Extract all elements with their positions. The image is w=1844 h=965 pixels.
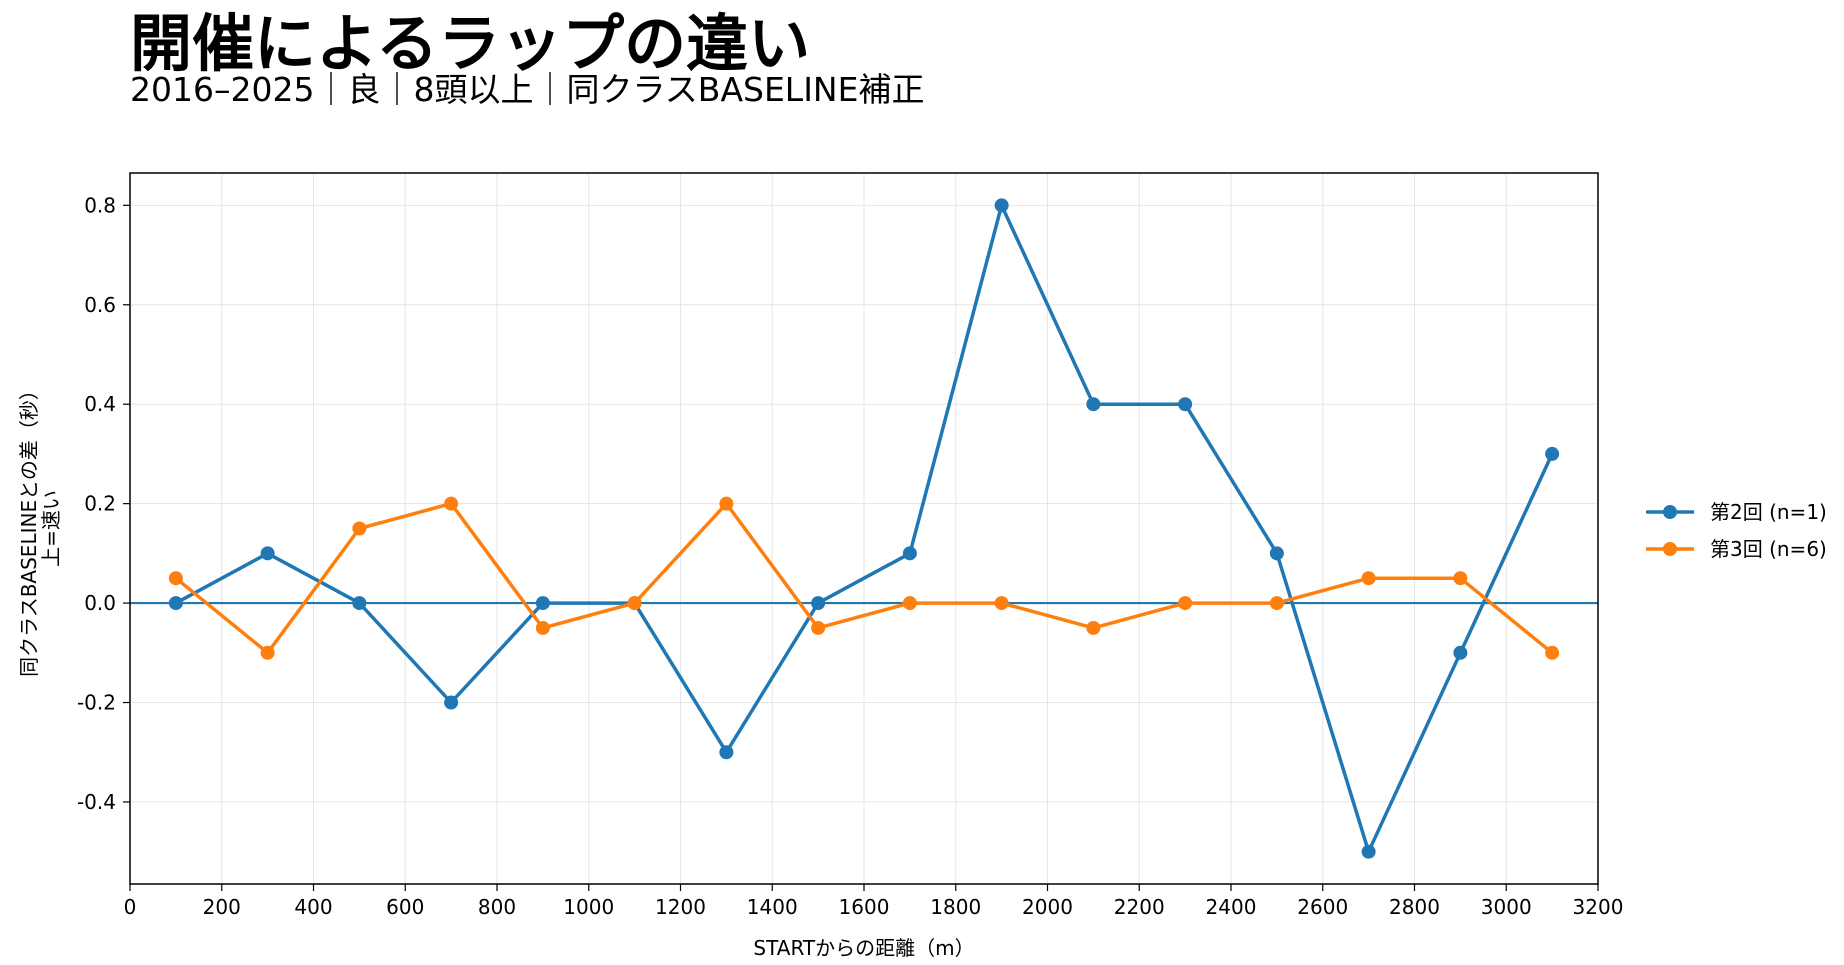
data-point [1269, 546, 1284, 561]
data-point [352, 521, 367, 536]
x-tick-label: 600 [386, 895, 424, 919]
y-tick-label: 0.6 [84, 293, 116, 317]
y-axis-ticks: 0.8 0.6 0.4 0.2 0.0 -0.2 -0.4 [77, 193, 130, 814]
data-point [719, 496, 734, 511]
data-point [260, 546, 275, 561]
data-point [535, 596, 550, 611]
data-point [168, 596, 183, 611]
data-point [627, 596, 642, 611]
data-point [260, 645, 275, 660]
x-tick-label: 400 [294, 895, 332, 919]
data-point [1361, 844, 1376, 859]
legend-item-2: 第3回 (n=6) [1646, 537, 1827, 561]
y-tick-label: 0.8 [84, 193, 116, 217]
series-layer [168, 198, 1560, 859]
chart-subtitle: 2016–2025｜良｜8頭以上｜同クラスBASELINE補正 [130, 70, 925, 109]
series-2 [168, 496, 1560, 660]
series-line [175, 203, 1554, 854]
legend-marker [1663, 505, 1677, 519]
data-point [1453, 571, 1468, 586]
y-tick-label: 0.2 [84, 492, 116, 516]
x-tick-label: 800 [478, 895, 516, 919]
data-point [811, 620, 826, 635]
y-axis-label-secondary: 上=速い [39, 490, 63, 567]
x-tick-label: 2400 [1206, 895, 1257, 919]
data-point [902, 596, 917, 611]
data-point [1545, 645, 1560, 660]
data-point [1545, 446, 1560, 461]
x-tick-label: 1800 [930, 895, 981, 919]
y-axis-label: 同クラスBASELINEとの差（秒） [17, 380, 41, 677]
y-tick-label: 0.4 [84, 392, 116, 416]
data-point [811, 596, 826, 611]
data-point [1178, 397, 1193, 412]
data-point [352, 596, 367, 611]
legend: 第2回 (n=1) 第3回 (n=6) [1646, 500, 1827, 561]
x-tick-label: 1600 [839, 895, 890, 919]
data-point [444, 496, 459, 511]
data-point [902, 546, 917, 561]
x-tick-label: 1000 [563, 895, 614, 919]
y-tick-label: -0.2 [77, 691, 116, 715]
data-point [1178, 596, 1193, 611]
data-point [719, 745, 734, 760]
x-axis-label: STARTからの距離（m） [753, 936, 974, 960]
data-point [994, 198, 1009, 213]
x-tick-label: 2000 [1022, 895, 1073, 919]
x-tick-label: 2800 [1389, 895, 1440, 919]
data-point [1453, 645, 1468, 660]
x-tick-label: 2200 [1114, 895, 1165, 919]
legend-label: 第2回 (n=1) [1710, 500, 1827, 524]
data-point [1086, 620, 1101, 635]
x-axis-ticks: 0 200 400 600 800 1000 1200 1400 1600 1800 2000 220… [124, 884, 1624, 919]
x-tick-label: 1400 [747, 895, 798, 919]
chart-title: 開催によるラップの違い [130, 7, 811, 80]
data-point [1269, 596, 1284, 611]
x-tick-label: 1200 [655, 895, 706, 919]
x-tick-label: 2600 [1297, 895, 1348, 919]
x-tick-label: 3200 [1573, 895, 1624, 919]
x-tick-label: 0 [124, 895, 137, 919]
grid-lines [129, 173, 1599, 884]
data-point [1361, 571, 1376, 586]
data-point [535, 620, 550, 635]
data-point [444, 695, 459, 710]
legend-label: 第3回 (n=6) [1710, 537, 1827, 561]
data-point [994, 596, 1009, 611]
data-point [1086, 397, 1101, 412]
y-tick-label: -0.4 [77, 790, 116, 814]
legend-item-1: 第2回 (n=1) [1646, 500, 1827, 524]
legend-marker [1663, 542, 1677, 556]
y-tick-label: 0.0 [84, 591, 116, 615]
data-point [168, 571, 183, 586]
x-tick-label: 200 [203, 895, 241, 919]
x-tick-label: 3000 [1481, 895, 1532, 919]
series-line [174, 501, 1554, 655]
